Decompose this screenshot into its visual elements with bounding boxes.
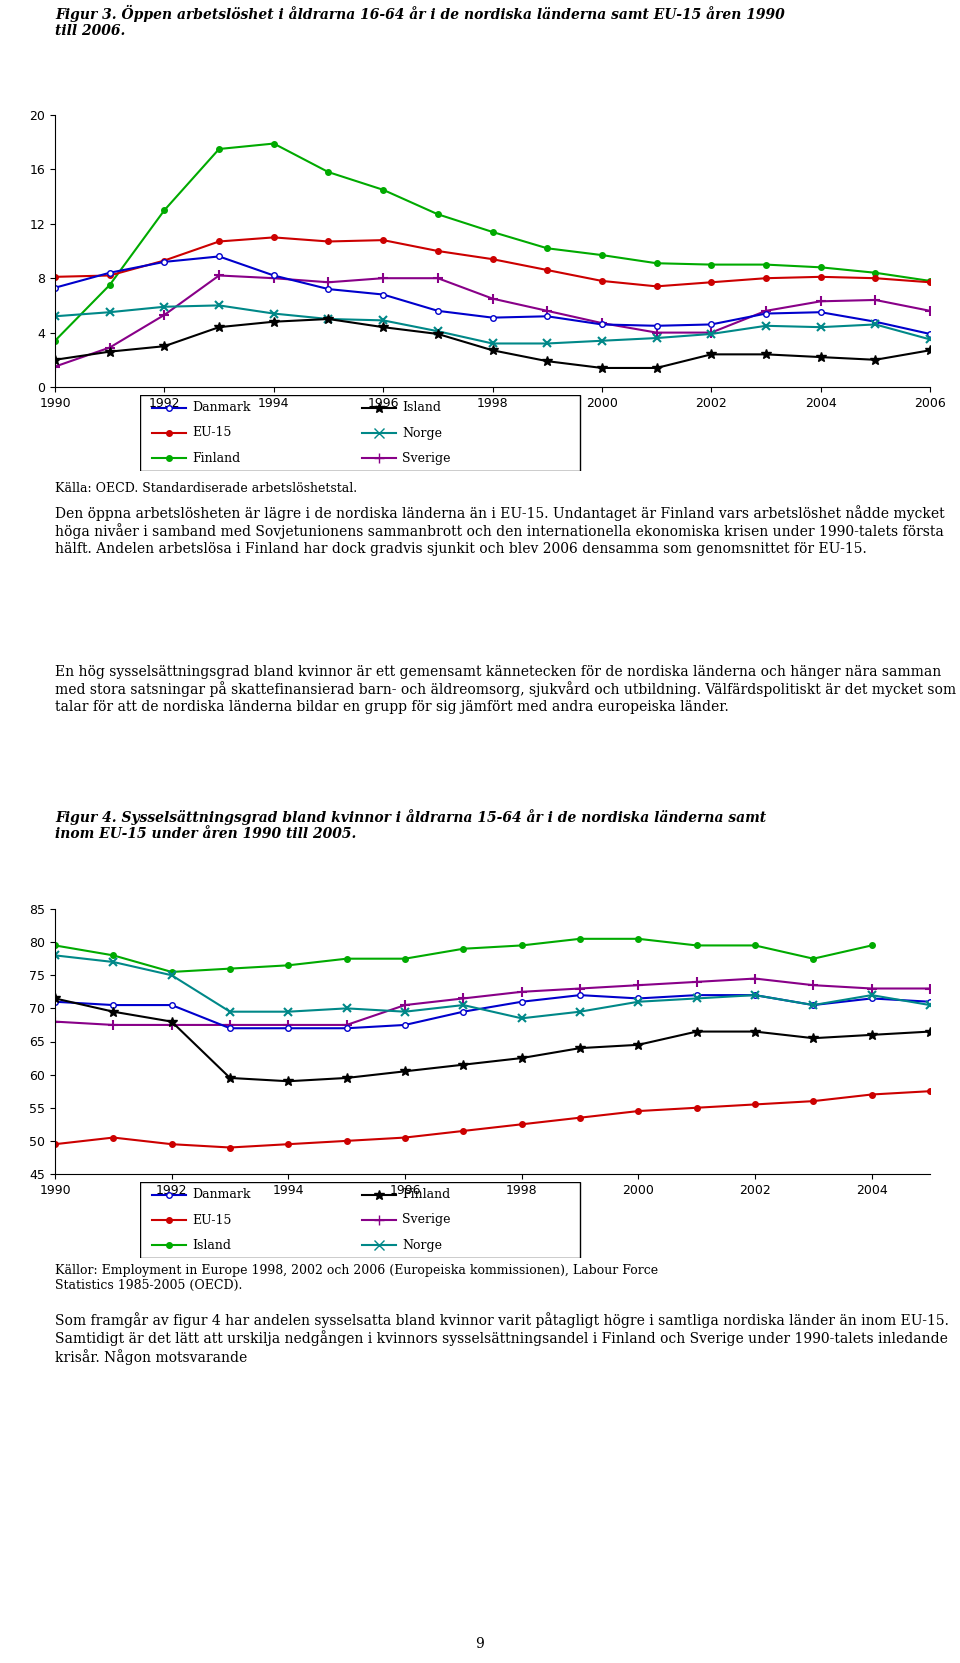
Text: Finland: Finland [192, 452, 240, 466]
Text: Danmark: Danmark [192, 401, 251, 414]
Text: Danmark: Danmark [192, 1187, 251, 1201]
Text: Sverige: Sverige [402, 1214, 450, 1227]
Text: EU-15: EU-15 [192, 426, 231, 439]
Text: Island: Island [402, 401, 441, 414]
Text: Finland: Finland [402, 1187, 450, 1201]
Text: Den öppna arbetslösheten är lägre i de nordiska länderna än i EU-15. Undantaget : Den öppna arbetslösheten är lägre i de n… [55, 506, 945, 555]
Text: Norge: Norge [402, 426, 442, 439]
Text: Sverige: Sverige [402, 452, 450, 466]
Text: Källor: Employment in Europe 1998, 2002 och 2006 (Europeiska kommissionen), Labo: Källor: Employment in Europe 1998, 2002 … [55, 1264, 659, 1292]
Text: Figur 4. Sysselsättningsgrad bland kvinnor i åldrarna 15-64 år i de nordiska län: Figur 4. Sysselsättningsgrad bland kvinn… [55, 808, 766, 841]
Text: 9: 9 [475, 1636, 485, 1651]
Text: En hög sysselsättningsgrad bland kvinnor är ett gemensamt kännetecken för de nor: En hög sysselsättningsgrad bland kvinnor… [55, 665, 956, 713]
Text: EU-15: EU-15 [192, 1214, 231, 1227]
Text: Som framgår av figur 4 har andelen sysselsatta bland kvinnor varit påtagligt hög: Som framgår av figur 4 har andelen sysse… [55, 1312, 948, 1365]
Text: Figur 3. Öppen arbetslöshet i åldrarna 16-64 år i de nordiska länderna samt EU-1: Figur 3. Öppen arbetslöshet i åldrarna 1… [55, 5, 784, 38]
Text: Island: Island [192, 1239, 231, 1252]
Text: Källa: OECD. Standardiserade arbetslöshetstal.: Källa: OECD. Standardiserade arbetslöshe… [55, 482, 357, 494]
Text: Norge: Norge [402, 1239, 442, 1252]
